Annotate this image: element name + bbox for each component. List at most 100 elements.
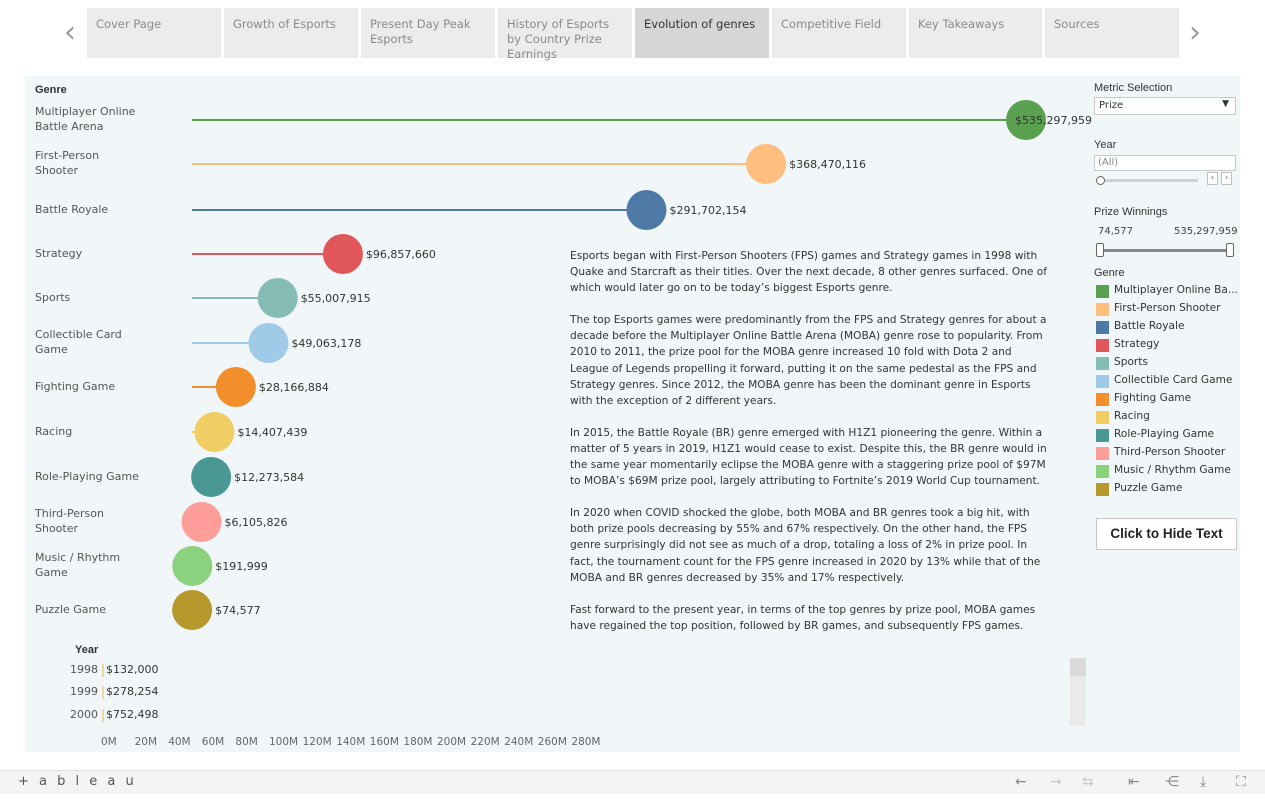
story-tab[interactable]: Competitive Field (772, 8, 906, 58)
year-slider-track[interactable] (1100, 179, 1198, 182)
story-paragraph: Fast forward to the present year, in ter… (570, 603, 1036, 632)
lollipop-dot[interactable] (1006, 100, 1046, 140)
axis-tick-label: 0M (101, 736, 117, 748)
prize-range-min: 74,577 (1098, 226, 1133, 237)
prize-range-slider-track[interactable] (1100, 249, 1232, 252)
reset-icon[interactable]: ⇤ (1128, 774, 1140, 790)
genre-label-line: Battle Arena (35, 120, 104, 133)
axis-tick-label: 200M (437, 736, 467, 748)
year-filter-input[interactable]: (All) (1094, 155, 1236, 171)
legend-label: Racing (1114, 410, 1150, 422)
legend-swatch (1096, 321, 1109, 334)
revert-icon[interactable]: ⇆ (1082, 774, 1094, 790)
story-tab[interactable]: Cover Page (87, 8, 221, 58)
story-tab[interactable]: Sources (1045, 8, 1179, 58)
axis-tick-label: 100M (269, 736, 299, 748)
lollipop-value-label: $191,999 (215, 560, 268, 573)
legend-swatch (1096, 357, 1109, 370)
lollipop-dot[interactable] (181, 502, 222, 542)
lollipop-dot[interactable] (172, 590, 213, 630)
story-tab[interactable]: Present Day Peak Esports (361, 8, 495, 58)
year-chart-title: Year (75, 644, 99, 656)
metric-selection-dropdown[interactable]: Prize ▼ (1094, 97, 1236, 115)
genre-label-line: Game (35, 566, 68, 579)
axis-tick-label: 280M (571, 736, 601, 748)
legend-label: Role-Playing Game (1114, 428, 1215, 440)
share-icon[interactable]: ⋲ (1165, 774, 1179, 790)
hide-text-button[interactable]: Click to Hide Text (1096, 518, 1237, 550)
genre-legend-title: Genre (1094, 267, 1125, 279)
genre-label: Collectible Card Game (35, 327, 155, 357)
lollipop-dot[interactable] (194, 412, 235, 452)
axis-tick-label: 140M (336, 736, 366, 748)
year-filter-title: Year (1094, 139, 1117, 151)
lollipop-dot[interactable] (257, 278, 298, 318)
year-label: 2000 (70, 708, 98, 721)
undo-icon[interactable]: ← (1015, 774, 1027, 790)
redo-icon[interactable]: → (1050, 774, 1062, 790)
genre-label-line: Third-Person (35, 507, 104, 520)
previous-story-point-button[interactable]: ‹ (64, 15, 76, 50)
tableau-logo: + a b l e a u (18, 774, 137, 789)
axis-tick-label: 160M (369, 736, 399, 748)
year-slider-knob[interactable] (1096, 176, 1105, 185)
lollipop-value-label: $28,166,884 (259, 381, 329, 394)
genre-label-line: Collectible Card (35, 328, 122, 341)
year-chart-scrollbar-track[interactable] (1070, 676, 1086, 726)
lollipop-dot[interactable] (746, 144, 787, 184)
legend-swatch (1096, 339, 1109, 352)
next-story-point-button[interactable]: › (1189, 15, 1201, 50)
year-label: 1999 (70, 685, 98, 698)
year-chart-scrollbar-thumb[interactable] (1070, 658, 1086, 676)
lollipop-dot[interactable] (626, 190, 667, 230)
genre-label: Music / Rhythm Game (35, 550, 155, 580)
story-tab[interactable]: Growth of Esports (224, 8, 358, 58)
metric-selection-value: Prize (1099, 100, 1124, 111)
genre-label: Sports (35, 290, 155, 305)
lollipop-dot[interactable] (322, 234, 363, 274)
genre-label: Strategy (35, 246, 155, 261)
chevron-down-icon: ▼ (1222, 99, 1229, 109)
legend-label: Fighting Game (1114, 392, 1192, 404)
year-row[interactable]: 2000 $752,498 (70, 708, 190, 724)
legend-label: Strategy (1114, 338, 1160, 350)
lollipop-value-label: $49,063,178 (291, 337, 361, 350)
lollipop-value-label: $55,007,915 (301, 292, 371, 305)
year-value-label: $278,254 (106, 685, 159, 698)
genre-label: Fighting Game (35, 379, 155, 394)
year-step-back-button[interactable]: ‹ (1207, 172, 1218, 185)
fullscreen-icon[interactable]: ⛶ (1236, 774, 1246, 790)
year-step-forward-button[interactable]: › (1221, 172, 1232, 185)
lollipop-dot[interactable] (172, 546, 213, 586)
axis-tick-label: 260M (537, 736, 567, 748)
prize-range-min-handle[interactable] (1096, 243, 1104, 257)
prize-winnings-title: Prize Winnings (1094, 206, 1168, 218)
story-tab[interactable]: Key Takeaways (909, 8, 1042, 58)
story-tab[interactable]: History of Esports by Country Prize Earn… (498, 8, 632, 61)
legend-label: Puzzle Game (1114, 482, 1183, 494)
story-paragraph: Esports began with First-Person Shooters… (570, 250, 1048, 295)
legend-label: First-Person Shooter (1114, 302, 1221, 314)
legend-swatch (1096, 411, 1109, 424)
story-text: Esports began with First-Person Shooters… (570, 248, 1050, 650)
legend-swatch (1096, 465, 1109, 478)
story-tab[interactable]: Evolution of genres (635, 8, 769, 58)
axis-tick-label: 20M (134, 736, 158, 748)
prize-range-max-handle[interactable] (1226, 243, 1234, 257)
story-navigation: ‹ Cover Page Growth of Esports Present Day… (0, 0, 1265, 64)
genre-label-line: Racing (35, 424, 73, 438)
year-row[interactable]: 1999 $278,254 (70, 685, 190, 701)
prize-range-max: 535,297,959 (1174, 226, 1238, 237)
lollipop-dot[interactable] (248, 323, 289, 363)
lollipop-dot[interactable] (215, 367, 256, 407)
genre-label-line: Role-Playing Game (35, 469, 139, 483)
genre-label-line: First-Person (35, 149, 100, 162)
year-row[interactable]: 1998 $132,000 (70, 663, 190, 679)
legend-swatch (1096, 393, 1109, 406)
genre-label-line: Battle Royale (35, 202, 109, 216)
tableau-toolbar: + a b l e a u ← → ⇆ ⇤ ⋲ ⤓ ⛶ (0, 770, 1265, 794)
download-icon[interactable]: ⤓ (1200, 774, 1207, 790)
lollipop-value-label: $291,702,154 (669, 204, 746, 217)
lollipop-dot[interactable] (191, 457, 232, 497)
